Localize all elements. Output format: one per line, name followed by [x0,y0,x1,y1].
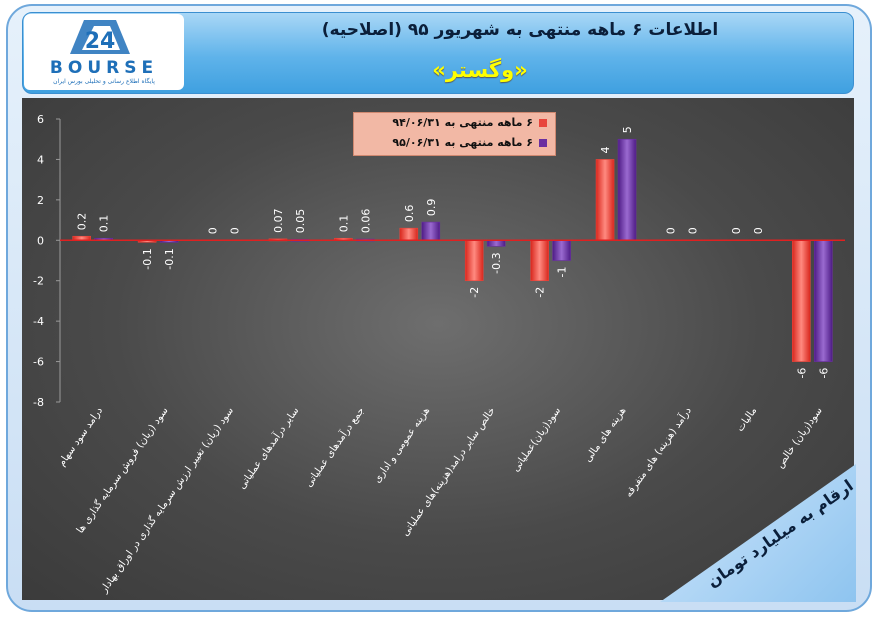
data-label-s1-5: 0.6 [403,205,416,223]
data-label-s1-8: 4 [599,146,612,153]
data-label-s1-10: 0 [730,227,743,234]
y-tick-label: 0 [37,234,44,247]
x-tick-label: سود (زیان) تغییر ارزش سرمایه گذاری در او… [97,405,236,596]
data-label-s1-2: 0 [207,227,220,234]
x-tick-label: سود(زیان)عملیاتی [510,405,563,474]
y-tick-label: -8 [33,396,44,409]
bar-s1-11 [791,239,811,362]
legend-item-2: ۶ ماهه منتهی به ۹۵/۰۶/۳۱ [354,133,555,153]
x-tick-label: جمع درآمدهای عملیاتی [302,404,367,489]
chart-legend: ۶ ماهه منتهی به ۹۴/۰۶/۳۱ ۶ ماهه منتهی به… [353,112,556,156]
legend-label-1: ۶ ماهه منتهی به ۹۴/۰۶/۳۱ [392,116,533,129]
legend-swatch-1 [539,119,547,127]
y-tick-label: -6 [33,356,44,369]
logo-tagline: پایگاه اطلاع رسانی و تحلیلی بورس ایران [53,78,155,85]
data-label-s2-7: -1 [556,267,569,278]
data-label-s1-11: -6 [795,368,808,379]
data-label-s2-6: -0.3 [490,252,503,273]
data-label-s2-5: 0.9 [425,199,438,217]
svg-text:24: 24 [85,29,116,54]
data-label-s2-3: 0.05 [294,209,307,234]
x-tick-label: سایر درآمدهای عملیاتی [235,404,301,491]
y-tick-label: 6 [37,113,44,126]
data-label-s2-10: 0 [752,227,765,234]
bar-s2-7 [552,239,571,261]
bar-s1-7 [530,239,549,282]
y-tick-label: -4 [33,315,44,328]
data-label-s1-6: -2 [468,287,481,298]
data-label-s1-9: 0 [664,227,677,234]
plot-area [22,98,854,600]
bar-s1-6 [464,239,484,282]
x-tick-label: هزینه عمومی و اداری [372,405,432,485]
data-label-s1-3: 0.07 [272,208,285,233]
data-label-s2-9: 0 [686,227,699,234]
bar-s2-5 [421,221,441,241]
data-label-s1-1: -0.1 [141,248,154,269]
data-label-s2-0: 0.1 [98,215,111,233]
y-tick-label: 2 [37,194,44,207]
legend-item-1: ۶ ماهه منتهی به ۹۴/۰۶/۳۱ [354,113,555,133]
data-label-s2-8: 5 [621,126,634,133]
logo-mark: 24 [70,20,130,54]
y-tick-label: -2 [33,275,44,288]
data-label-s1-0: 0.2 [76,213,89,231]
bar-s1-8 [595,159,615,241]
bourse-logo: 24 BOURSE پایگاه اطلاع رسانی و تحلیلی بو… [24,14,184,90]
bar-s1-5 [399,227,419,241]
bar-s2-6 [486,239,506,247]
x-tick-label: درامد سود سهام [56,405,105,468]
bar-s2-11 [813,239,833,362]
bar-s2-8 [617,138,637,241]
legend-label-2: ۶ ماهه منتهی به ۹۵/۰۶/۳۱ [392,136,533,149]
data-label-s2-2: 0 [229,227,242,234]
x-tick-label: مالیات [735,405,759,433]
page-title: اطلاعات ۶ ماهه منتهی به شهریور ۹۵ (اصلاح… [321,20,719,40]
logo-wordmark: BOURSE [49,58,159,78]
x-tick-label: سود(زیان) خالص [775,405,825,470]
x-tick-label: درآمد (هزینه) های متفرقه [622,404,694,499]
x-tick-label: هزینه های مالی [583,405,629,464]
data-label-s1-4: 0.1 [337,215,350,233]
y-tick-label: 4 [37,153,44,166]
page-subtitle: «وگستر» [432,58,528,82]
data-label-s2-1: -0.1 [163,248,176,269]
legend-swatch-2 [539,139,547,147]
data-label-s1-7: -2 [534,287,547,298]
data-label-s2-11: -6 [817,368,830,379]
data-label-s2-4: 0.06 [359,209,372,234]
